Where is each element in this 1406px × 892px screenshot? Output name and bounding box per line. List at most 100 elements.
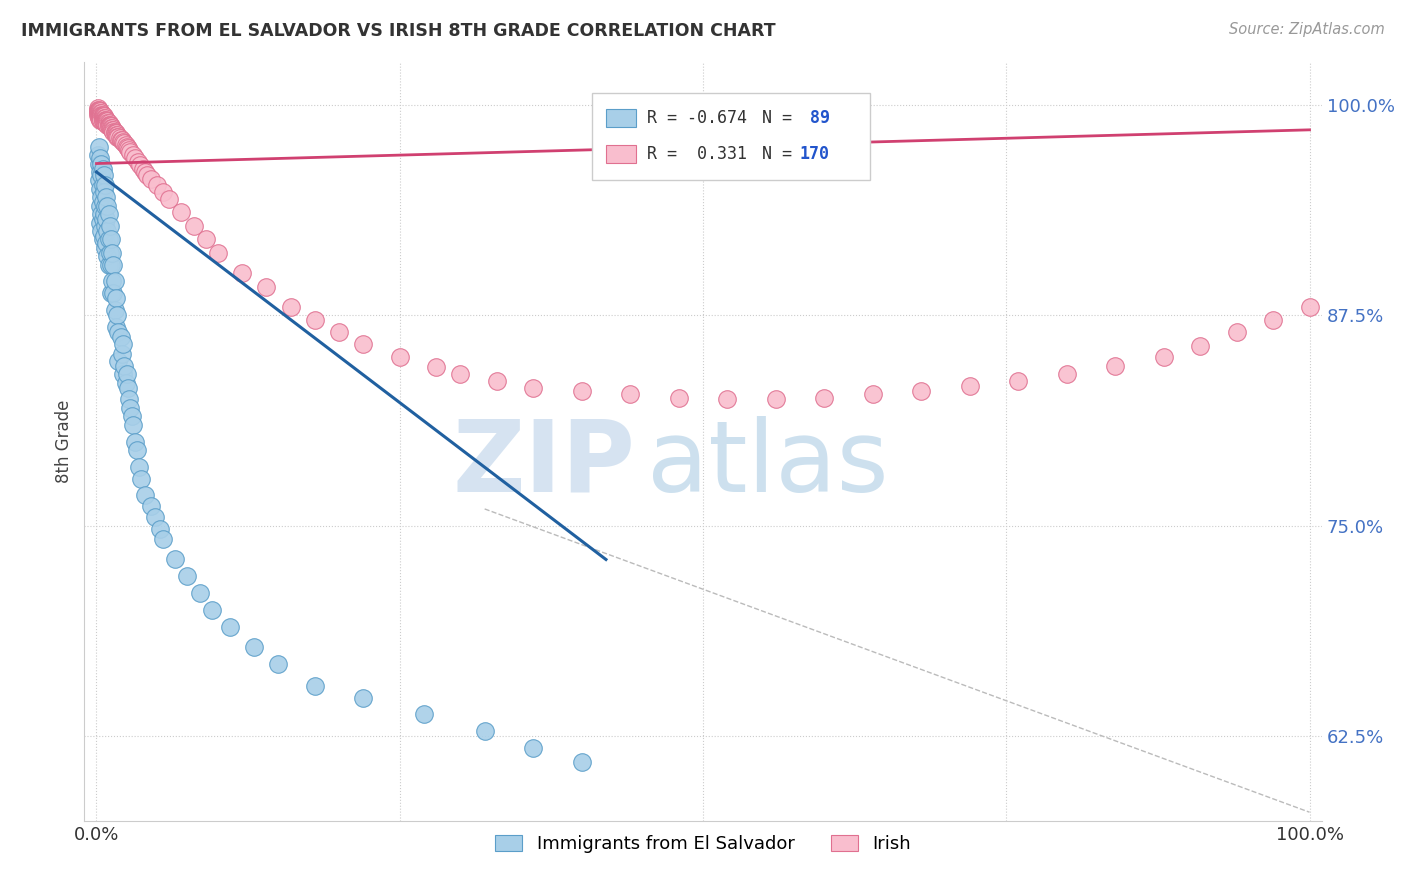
- Point: [110, 133, 132, 147]
- Point: [96, 212, 118, 227]
- Point: [136, 169, 159, 183]
- Point: [352, 690, 374, 705]
- Text: 89: 89: [800, 109, 830, 127]
- Point: [152, 185, 174, 199]
- Point: [90, 112, 112, 127]
- Point: [98, 118, 121, 132]
- Point: [129, 158, 152, 172]
- Point: [959, 379, 981, 393]
- Point: [87, 108, 110, 122]
- Point: [115, 139, 138, 153]
- Point: [522, 381, 544, 395]
- Point: [93, 111, 115, 125]
- Point: [813, 391, 835, 405]
- Point: [170, 205, 193, 219]
- Point: [98, 120, 121, 134]
- Text: R =  0.331: R = 0.331: [647, 145, 748, 163]
- Point: [91, 178, 114, 193]
- Point: [101, 275, 124, 289]
- Point: [104, 320, 127, 334]
- Legend: Immigrants from El Salvador, Irish: Immigrants from El Salvador, Irish: [495, 835, 911, 854]
- Point: [112, 336, 135, 351]
- Point: [111, 347, 134, 361]
- Point: [267, 657, 290, 671]
- Point: [280, 300, 302, 314]
- Point: [112, 136, 135, 151]
- Point: [90, 106, 112, 120]
- Point: [86, 106, 108, 120]
- Point: [90, 207, 112, 221]
- Point: [87, 173, 110, 187]
- Point: [96, 116, 118, 130]
- Point: [97, 207, 120, 221]
- Point: [571, 384, 593, 398]
- Point: [91, 108, 114, 122]
- Point: [1298, 300, 1320, 314]
- Point: [96, 224, 118, 238]
- Point: [194, 232, 217, 246]
- Point: [93, 112, 115, 127]
- Text: N =: N =: [762, 145, 793, 163]
- Point: [910, 384, 932, 398]
- Point: [127, 154, 149, 169]
- Point: [1153, 351, 1175, 365]
- Point: [87, 111, 110, 125]
- Point: [388, 351, 411, 365]
- Text: Source: ZipAtlas.com: Source: ZipAtlas.com: [1229, 22, 1385, 37]
- Point: [87, 103, 110, 117]
- Point: [105, 129, 128, 144]
- Point: [90, 169, 112, 183]
- Point: [571, 755, 593, 769]
- Text: N =: N =: [762, 109, 793, 127]
- Point: [107, 325, 129, 339]
- Point: [98, 219, 121, 233]
- Point: [96, 114, 118, 128]
- Point: [112, 135, 135, 149]
- Point: [90, 108, 112, 122]
- Point: [103, 286, 125, 301]
- Point: [716, 392, 738, 407]
- FancyBboxPatch shape: [606, 145, 636, 163]
- Y-axis label: 8th Grade: 8th Grade: [55, 400, 73, 483]
- Point: [96, 199, 118, 213]
- Point: [93, 169, 115, 183]
- Point: [522, 741, 544, 756]
- Point: [94, 241, 117, 255]
- Point: [117, 381, 139, 395]
- Point: [104, 126, 127, 140]
- Point: [91, 232, 114, 246]
- Point: [1104, 359, 1126, 373]
- Point: [148, 522, 170, 536]
- Point: [86, 108, 108, 122]
- Point: [619, 387, 641, 401]
- Point: [765, 392, 787, 407]
- Point: [96, 114, 118, 128]
- Point: [93, 185, 115, 199]
- Point: [139, 499, 162, 513]
- Point: [115, 367, 138, 381]
- Point: [89, 112, 111, 127]
- Point: [118, 392, 141, 407]
- Point: [96, 118, 118, 132]
- Point: [103, 123, 125, 137]
- Point: [134, 165, 156, 179]
- Point: [120, 145, 142, 159]
- Point: [104, 291, 127, 305]
- Point: [131, 472, 153, 486]
- FancyBboxPatch shape: [592, 93, 870, 180]
- Point: [328, 325, 350, 339]
- Point: [124, 434, 146, 449]
- Text: IMMIGRANTS FROM EL SALVADOR VS IRISH 8TH GRADE CORRELATION CHART: IMMIGRANTS FROM EL SALVADOR VS IRISH 8TH…: [21, 22, 776, 40]
- Point: [91, 114, 114, 128]
- Point: [668, 391, 690, 405]
- Point: [122, 417, 145, 432]
- Point: [89, 111, 111, 125]
- Point: [304, 313, 326, 327]
- Point: [183, 219, 205, 233]
- Point: [87, 109, 110, 123]
- Point: [90, 190, 112, 204]
- Point: [121, 409, 143, 424]
- Point: [474, 724, 496, 739]
- Point: [485, 374, 508, 388]
- Point: [97, 116, 120, 130]
